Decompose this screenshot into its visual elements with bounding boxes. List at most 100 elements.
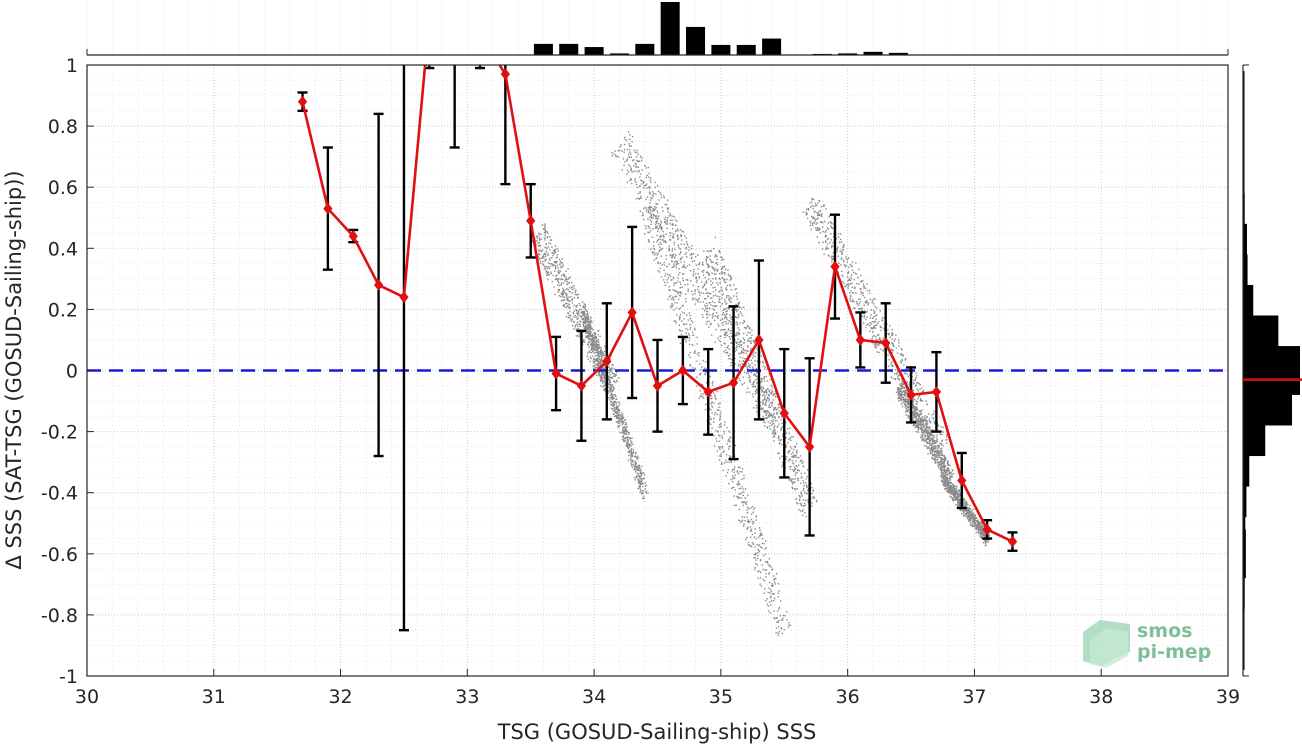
scatter-point	[761, 564, 763, 566]
scatter-point	[714, 255, 717, 257]
scatter-point	[813, 497, 816, 499]
scatter-point	[652, 195, 654, 197]
scatter-point	[596, 350, 598, 352]
scatter-point	[577, 314, 579, 317]
scatter-point	[574, 324, 577, 327]
scatter-point	[694, 350, 696, 352]
scatter-point	[736, 323, 738, 325]
scatter-point	[615, 395, 617, 398]
scatter-point	[558, 269, 560, 271]
scatter-point	[637, 481, 640, 483]
scatter-point	[900, 362, 902, 364]
scatter-point	[726, 289, 728, 291]
scatter-point	[727, 345, 729, 347]
scatter-point	[707, 264, 709, 266]
scatter-point	[687, 319, 690, 321]
scatter-point	[708, 272, 710, 275]
scatter-point	[531, 241, 534, 243]
scatter-point	[913, 383, 915, 385]
scatter-point	[713, 434, 715, 437]
scatter-point	[559, 278, 561, 280]
scatter-points	[531, 131, 991, 636]
scatter-point	[603, 378, 606, 380]
scatter-point	[860, 290, 862, 293]
scatter-point	[629, 450, 631, 452]
scatter-point	[820, 214, 822, 216]
scatter-point	[771, 402, 773, 405]
scatter-point	[899, 387, 901, 389]
scatter-point	[764, 417, 766, 419]
scatter-point	[832, 242, 834, 244]
scatter-point	[914, 406, 917, 408]
scatter-point	[739, 379, 741, 382]
scatter-point	[641, 491, 643, 494]
scatter-point	[636, 465, 639, 467]
scatter-point	[842, 275, 844, 277]
scatter-point	[893, 345, 895, 347]
scatter-point	[888, 359, 890, 361]
scatter-point	[805, 478, 807, 480]
scatter-point	[657, 230, 659, 232]
scatter-point	[736, 342, 738, 344]
scatter-point	[560, 282, 563, 284]
scatter-point	[725, 454, 728, 456]
scatter-point	[775, 432, 777, 434]
scatter-point	[851, 269, 854, 271]
scatter-point	[749, 366, 751, 368]
scatter-point	[595, 351, 598, 354]
scatter-point	[769, 597, 772, 599]
scatter-point	[945, 439, 947, 441]
scatter-point	[598, 374, 600, 376]
scatter-point	[830, 256, 833, 259]
scatter-point	[638, 482, 641, 484]
scatter-point	[753, 342, 756, 344]
scatter-point	[901, 384, 903, 387]
scatter-point	[763, 394, 765, 396]
scatter-point	[901, 396, 903, 398]
scatter-point	[593, 361, 596, 363]
scatter-point	[708, 320, 710, 323]
scatter-point	[778, 439, 780, 441]
scatter-point	[586, 318, 589, 320]
scatter-point	[709, 301, 711, 304]
scatter-point	[596, 364, 599, 366]
scatter-point	[652, 208, 654, 210]
scatter-point	[625, 433, 628, 436]
scatter-point	[763, 410, 766, 412]
scatter-point	[748, 391, 751, 393]
scatter-point	[663, 236, 665, 238]
scatter-point	[824, 248, 827, 251]
scatter-point	[717, 284, 719, 286]
scatter-point	[845, 264, 847, 267]
scatter-point	[810, 498, 812, 500]
scatter-point	[735, 308, 738, 311]
scatter-point	[734, 307, 737, 309]
scatter-point	[769, 422, 771, 424]
scatter-point	[919, 421, 921, 423]
scatter-point	[542, 256, 544, 258]
scatter-point	[699, 395, 702, 397]
scatter-point	[700, 395, 703, 397]
scatter-point	[672, 289, 674, 291]
scatter-point	[939, 442, 941, 444]
scatter-point	[599, 375, 601, 377]
scatter-point	[907, 402, 909, 404]
scatter-point	[692, 271, 695, 273]
scatter-point	[552, 254, 554, 257]
scatter-point	[594, 332, 597, 334]
scatter-point	[666, 281, 669, 284]
scatter-point	[599, 359, 602, 362]
scatter-point	[645, 183, 648, 185]
scatter-point	[553, 252, 556, 255]
scatter-point	[780, 428, 782, 430]
scatter-point	[768, 398, 771, 400]
scatter-point	[741, 384, 744, 386]
scatter-point	[713, 421, 715, 423]
scatter-point	[905, 411, 907, 413]
scatter-point	[611, 401, 613, 403]
scatter-point	[780, 627, 783, 630]
scatter-point	[589, 321, 591, 324]
scatter-point	[868, 292, 871, 294]
scatter-point	[844, 265, 847, 268]
scatter-point	[799, 510, 802, 512]
